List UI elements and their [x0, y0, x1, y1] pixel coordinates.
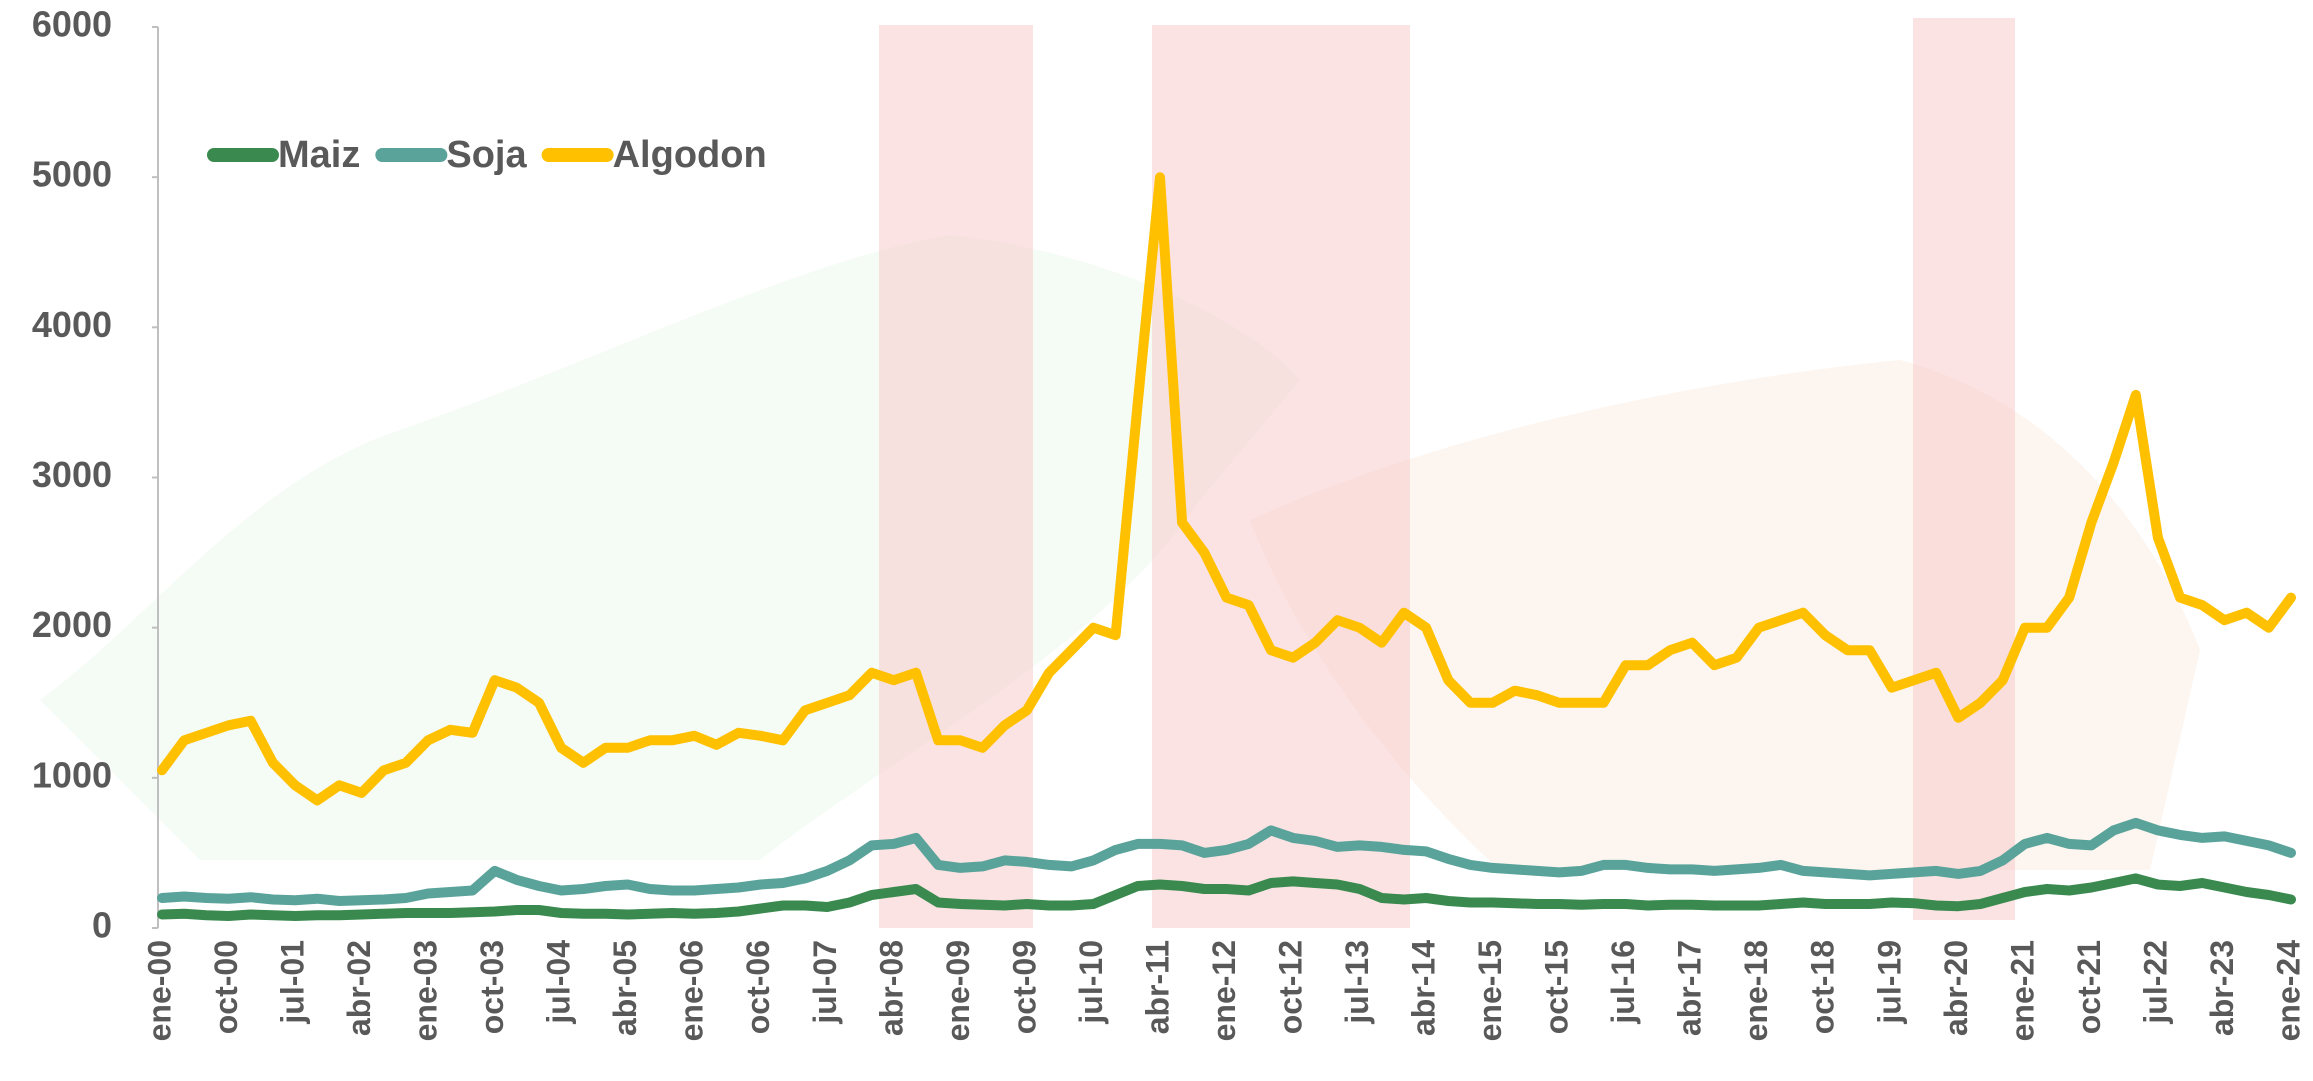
y-tick-label: 0: [92, 905, 112, 946]
x-tick-label: oct-09: [1006, 940, 1042, 1034]
x-tick-label: jul-07: [807, 940, 843, 1025]
x-tick-label: abr-05: [607, 940, 643, 1036]
shaded-period: [1152, 25, 1410, 928]
x-tick-label: ene-24: [2270, 940, 2306, 1042]
x-tick-label: ene-18: [1738, 940, 1774, 1041]
x-tick-label: jul-19: [1871, 940, 1907, 1025]
x-tick-label: ene-12: [1206, 940, 1242, 1041]
shaded-period: [1913, 18, 2015, 920]
x-tick-label: jul-22: [2137, 940, 2173, 1025]
x-tick-label: abr-14: [1406, 940, 1442, 1036]
x-tick-label: abr-20: [1938, 940, 1974, 1036]
x-tick-label: jul-10: [1073, 940, 1109, 1025]
x-tick-label: oct-18: [1805, 940, 1841, 1034]
shaded-period: [879, 25, 1033, 928]
x-tick-label: oct-06: [740, 940, 776, 1034]
x-tick-label: oct-00: [208, 940, 244, 1034]
x-tick-label: ene-06: [674, 940, 710, 1041]
legend-label: Maiz: [278, 134, 360, 176]
y-tick-label: 5000: [32, 154, 112, 195]
x-tick-label: oct-03: [474, 940, 510, 1034]
chart: 0 1000 2000 3000 4000 5000 6000 ene-00 oct-00 jul…: [0, 0, 2313, 1081]
x-tick-label: jul-04: [541, 940, 577, 1025]
x-tick-label: abr-17: [1672, 940, 1708, 1036]
x-tick-label: abr-23: [2204, 940, 2240, 1036]
x-tick-label: ene-09: [940, 940, 976, 1041]
x-tick-label: ene-21: [2004, 940, 2040, 1041]
x-tick-label: ene-00: [141, 940, 177, 1041]
y-tick-label: 3000: [32, 454, 112, 495]
x-tick-label: abr-02: [341, 940, 377, 1036]
x-tick-label: oct-21: [2071, 940, 2107, 1034]
bull-silhouette: [40, 235, 1300, 860]
y-tick-label: 4000: [32, 304, 112, 345]
legend-label: Soja: [446, 134, 527, 176]
x-tick-label: jul-13: [1339, 940, 1375, 1025]
x-tick-label: jul-16: [1605, 940, 1641, 1025]
y-tick-label: 1000: [32, 754, 112, 795]
x-tick-label: abr-11: [1139, 940, 1175, 1034]
y-tick-label: 2000: [32, 604, 112, 645]
y-tick-label: 6000: [32, 4, 112, 45]
legend-label: Algodon: [613, 134, 767, 176]
x-tick-label: oct-15: [1539, 940, 1575, 1034]
x-tick-label: abr-08: [873, 940, 909, 1036]
x-tick-label: ene-03: [408, 940, 444, 1041]
x-tick-label: ene-15: [1472, 940, 1508, 1041]
x-tick-label: oct-12: [1272, 940, 1308, 1034]
x-tick-label: jul-01: [275, 940, 311, 1025]
